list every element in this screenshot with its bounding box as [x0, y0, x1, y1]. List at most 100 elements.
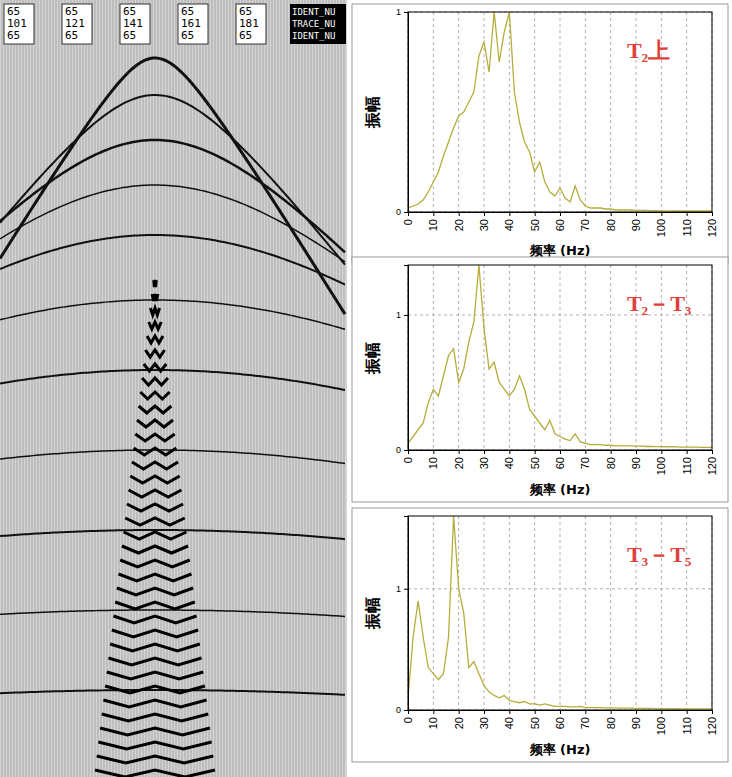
trace — [245, 0, 246, 777]
plot-area — [408, 265, 712, 447]
reflection-event — [0, 235, 345, 285]
tick-mark — [687, 450, 688, 454]
x-tick: 70 — [579, 450, 591, 469]
x-tick: 10 — [427, 710, 439, 729]
trace — [326, 0, 327, 777]
plot-frame — [408, 516, 712, 710]
spectrum-line — [408, 516, 712, 709]
header-box — [4, 4, 34, 44]
trace — [311, 0, 312, 777]
x-tick: 0 — [402, 450, 414, 463]
trace — [140, 0, 141, 777]
ground-roll-wave — [119, 574, 192, 581]
ground-roll-wave — [144, 364, 167, 371]
trace — [101, 0, 102, 777]
trace — [185, 0, 186, 777]
trace — [296, 0, 297, 777]
x-tick: 60 — [554, 710, 566, 729]
x-tick-label: 110 — [681, 717, 693, 735]
x-tick: 40 — [503, 710, 515, 729]
ground-roll-wave — [140, 392, 169, 399]
x-tick: 110 — [681, 710, 693, 735]
header-box — [120, 4, 150, 44]
x-tick-label: 90 — [630, 717, 642, 729]
trace — [107, 0, 108, 777]
y-axis-title: 振幅 — [363, 96, 382, 129]
trace — [251, 0, 252, 777]
trace — [83, 0, 84, 777]
x-tick-label: 100 — [655, 219, 667, 237]
trace — [2, 0, 3, 777]
trace — [5, 0, 6, 777]
x-tick-label: 110 — [681, 219, 693, 237]
trace — [263, 0, 264, 777]
trace — [260, 0, 261, 777]
trace — [242, 0, 243, 777]
x-axis: 0102030405060708090100110120 — [402, 212, 718, 237]
x-tick-label: 0 — [402, 457, 414, 463]
trace — [182, 0, 183, 777]
plot-area — [408, 516, 712, 709]
reflection-event — [0, 530, 345, 539]
traces — [2, 0, 344, 777]
y-axis-title: 振幅 — [363, 342, 382, 375]
reflection-event — [0, 370, 345, 390]
y-axis: 01 — [396, 266, 409, 456]
trace — [29, 0, 30, 777]
y-tick-label: 1 — [396, 310, 401, 320]
ground-roll-wave — [145, 350, 164, 357]
tick-mark — [535, 450, 536, 454]
trace — [17, 0, 18, 777]
x-tick: 120 — [706, 450, 718, 475]
trace — [50, 0, 51, 777]
ground-roll-wave — [100, 728, 210, 735]
ground-roll-wave — [127, 504, 183, 511]
trace — [74, 0, 75, 777]
x-tick: 20 — [453, 710, 465, 729]
grid-line — [686, 12, 687, 212]
tick-mark — [560, 450, 561, 454]
trace — [284, 0, 285, 777]
x-tick: 0 — [402, 212, 414, 225]
grid-line — [585, 265, 586, 450]
x-tick-label: 0 — [402, 219, 414, 225]
ground-roll-wave — [139, 406, 172, 413]
ground-roll-wave — [122, 546, 188, 553]
x-tick-label: 50 — [529, 219, 541, 231]
grid — [408, 265, 712, 450]
grid-line — [610, 265, 611, 450]
tick-mark — [585, 212, 586, 216]
panel-frame — [352, 257, 728, 502]
grid — [408, 516, 712, 710]
figure: 65101656512165651416565161656518165IDENT… — [0, 0, 732, 777]
ground-roll-wave — [108, 658, 201, 665]
ground-roll-wave — [102, 714, 209, 721]
plot-frame — [408, 265, 712, 450]
grid-line — [458, 265, 459, 450]
spectrum-line — [408, 12, 712, 211]
x-tick-label: 50 — [529, 717, 541, 729]
tick-mark — [585, 710, 586, 714]
trace — [41, 0, 42, 777]
x-tick: 120 — [706, 212, 718, 237]
x-tick-label: 80 — [605, 457, 617, 469]
y-tick: 0 — [396, 445, 408, 455]
grid-line — [484, 516, 485, 710]
trace — [317, 0, 318, 777]
spectrum-chart: 010203040506070809010011012001振幅频率 (Hz)T… — [352, 508, 728, 762]
trace — [68, 0, 69, 777]
chart-title: T₂－T₃ — [627, 291, 692, 316]
tick-mark — [433, 212, 434, 216]
x-tick: 30 — [478, 450, 490, 469]
trace — [38, 0, 39, 777]
trace — [134, 0, 135, 777]
y-tick-label: 1 — [396, 584, 401, 594]
tick-mark — [404, 12, 408, 13]
header-label: IDENT_NU — [292, 7, 335, 17]
trace — [26, 0, 27, 777]
x-tick: 10 — [427, 212, 439, 231]
trace — [173, 0, 174, 777]
ground-roll-wave — [107, 672, 203, 679]
tick-mark — [687, 710, 688, 714]
reflection-event — [0, 610, 345, 616]
